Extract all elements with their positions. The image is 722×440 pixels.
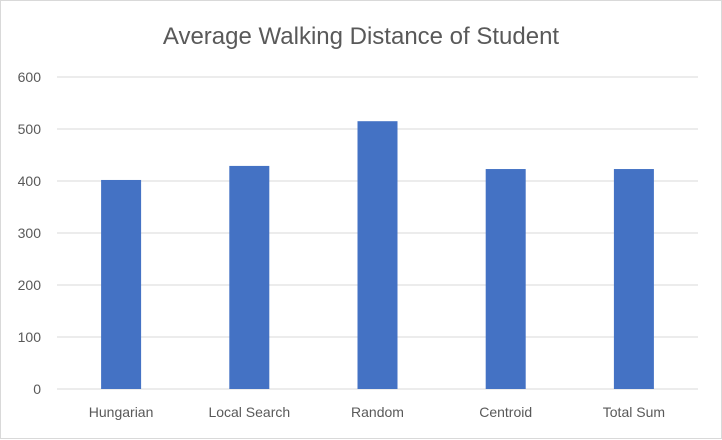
bar-local-search: [229, 165, 270, 389]
y-tick-label: 500: [18, 121, 42, 137]
x-tick-label: Hungarian: [89, 404, 154, 420]
x-tick-label: Centroid: [479, 404, 532, 420]
x-tick-label: Total Sum: [603, 404, 665, 420]
x-axis-tick-labels: Hungarian Local Search Random Centroid Total…: [89, 404, 665, 420]
y-tick-label: 600: [18, 69, 42, 85]
bar-total-sum: [613, 169, 654, 389]
bar-centroid: [485, 169, 526, 389]
y-axis-tick-labels: 0 100 200 300 400 500 600: [18, 69, 42, 397]
y-tick-label: 400: [18, 173, 42, 189]
y-tick-label: 0: [33, 381, 41, 397]
x-tick-label: Random: [351, 404, 404, 420]
chart-title: Average Walking Distance of Student: [163, 23, 560, 50]
bar-random: [357, 121, 398, 389]
y-tick-label: 300: [18, 225, 42, 241]
y-tick-label: 200: [18, 277, 42, 293]
y-tick-label: 100: [18, 329, 42, 345]
bar-hungarian: [101, 179, 142, 389]
bars: [101, 121, 654, 389]
x-tick-label: Local Search: [208, 404, 290, 420]
